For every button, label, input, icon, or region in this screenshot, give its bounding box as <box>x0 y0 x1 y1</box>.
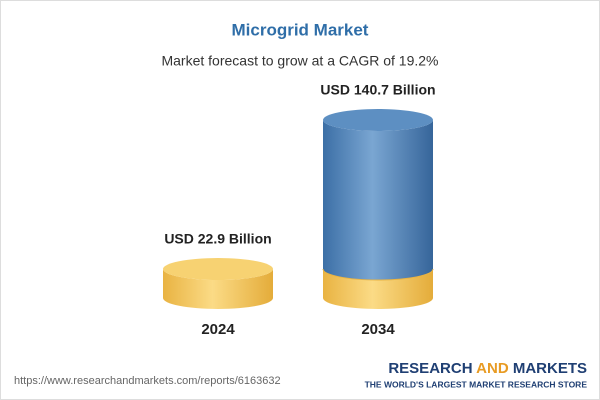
logo-tagline: THE WORLD'S LARGEST MARKET RESEARCH STOR… <box>365 379 588 389</box>
x-tick-label: 2024 <box>201 321 235 338</box>
cylinder-top <box>163 258 273 281</box>
chart-subtitle: Market forecast to grow at a CAGR of 19.… <box>161 53 438 69</box>
cylinder-body <box>163 269 273 309</box>
value-label: USD 22.9 Billion <box>164 231 271 247</box>
cylinder-top <box>323 109 433 131</box>
logo-word: MARKETS <box>513 360 587 377</box>
logo-word: RESEARCH <box>388 360 472 377</box>
source-url: https://www.researchandmarkets.com/repor… <box>14 375 281 387</box>
logo-word: AND <box>476 360 509 377</box>
x-tick-label: 2034 <box>361 321 395 338</box>
chart-title: Microgrid Market <box>232 20 369 39</box>
value-label: USD 140.7 Billion <box>320 82 435 98</box>
cylinder-seam <box>322 268 434 281</box>
logo: RESEARCH AND MARKETS <box>388 360 587 377</box>
cylinder-body <box>323 120 433 281</box>
